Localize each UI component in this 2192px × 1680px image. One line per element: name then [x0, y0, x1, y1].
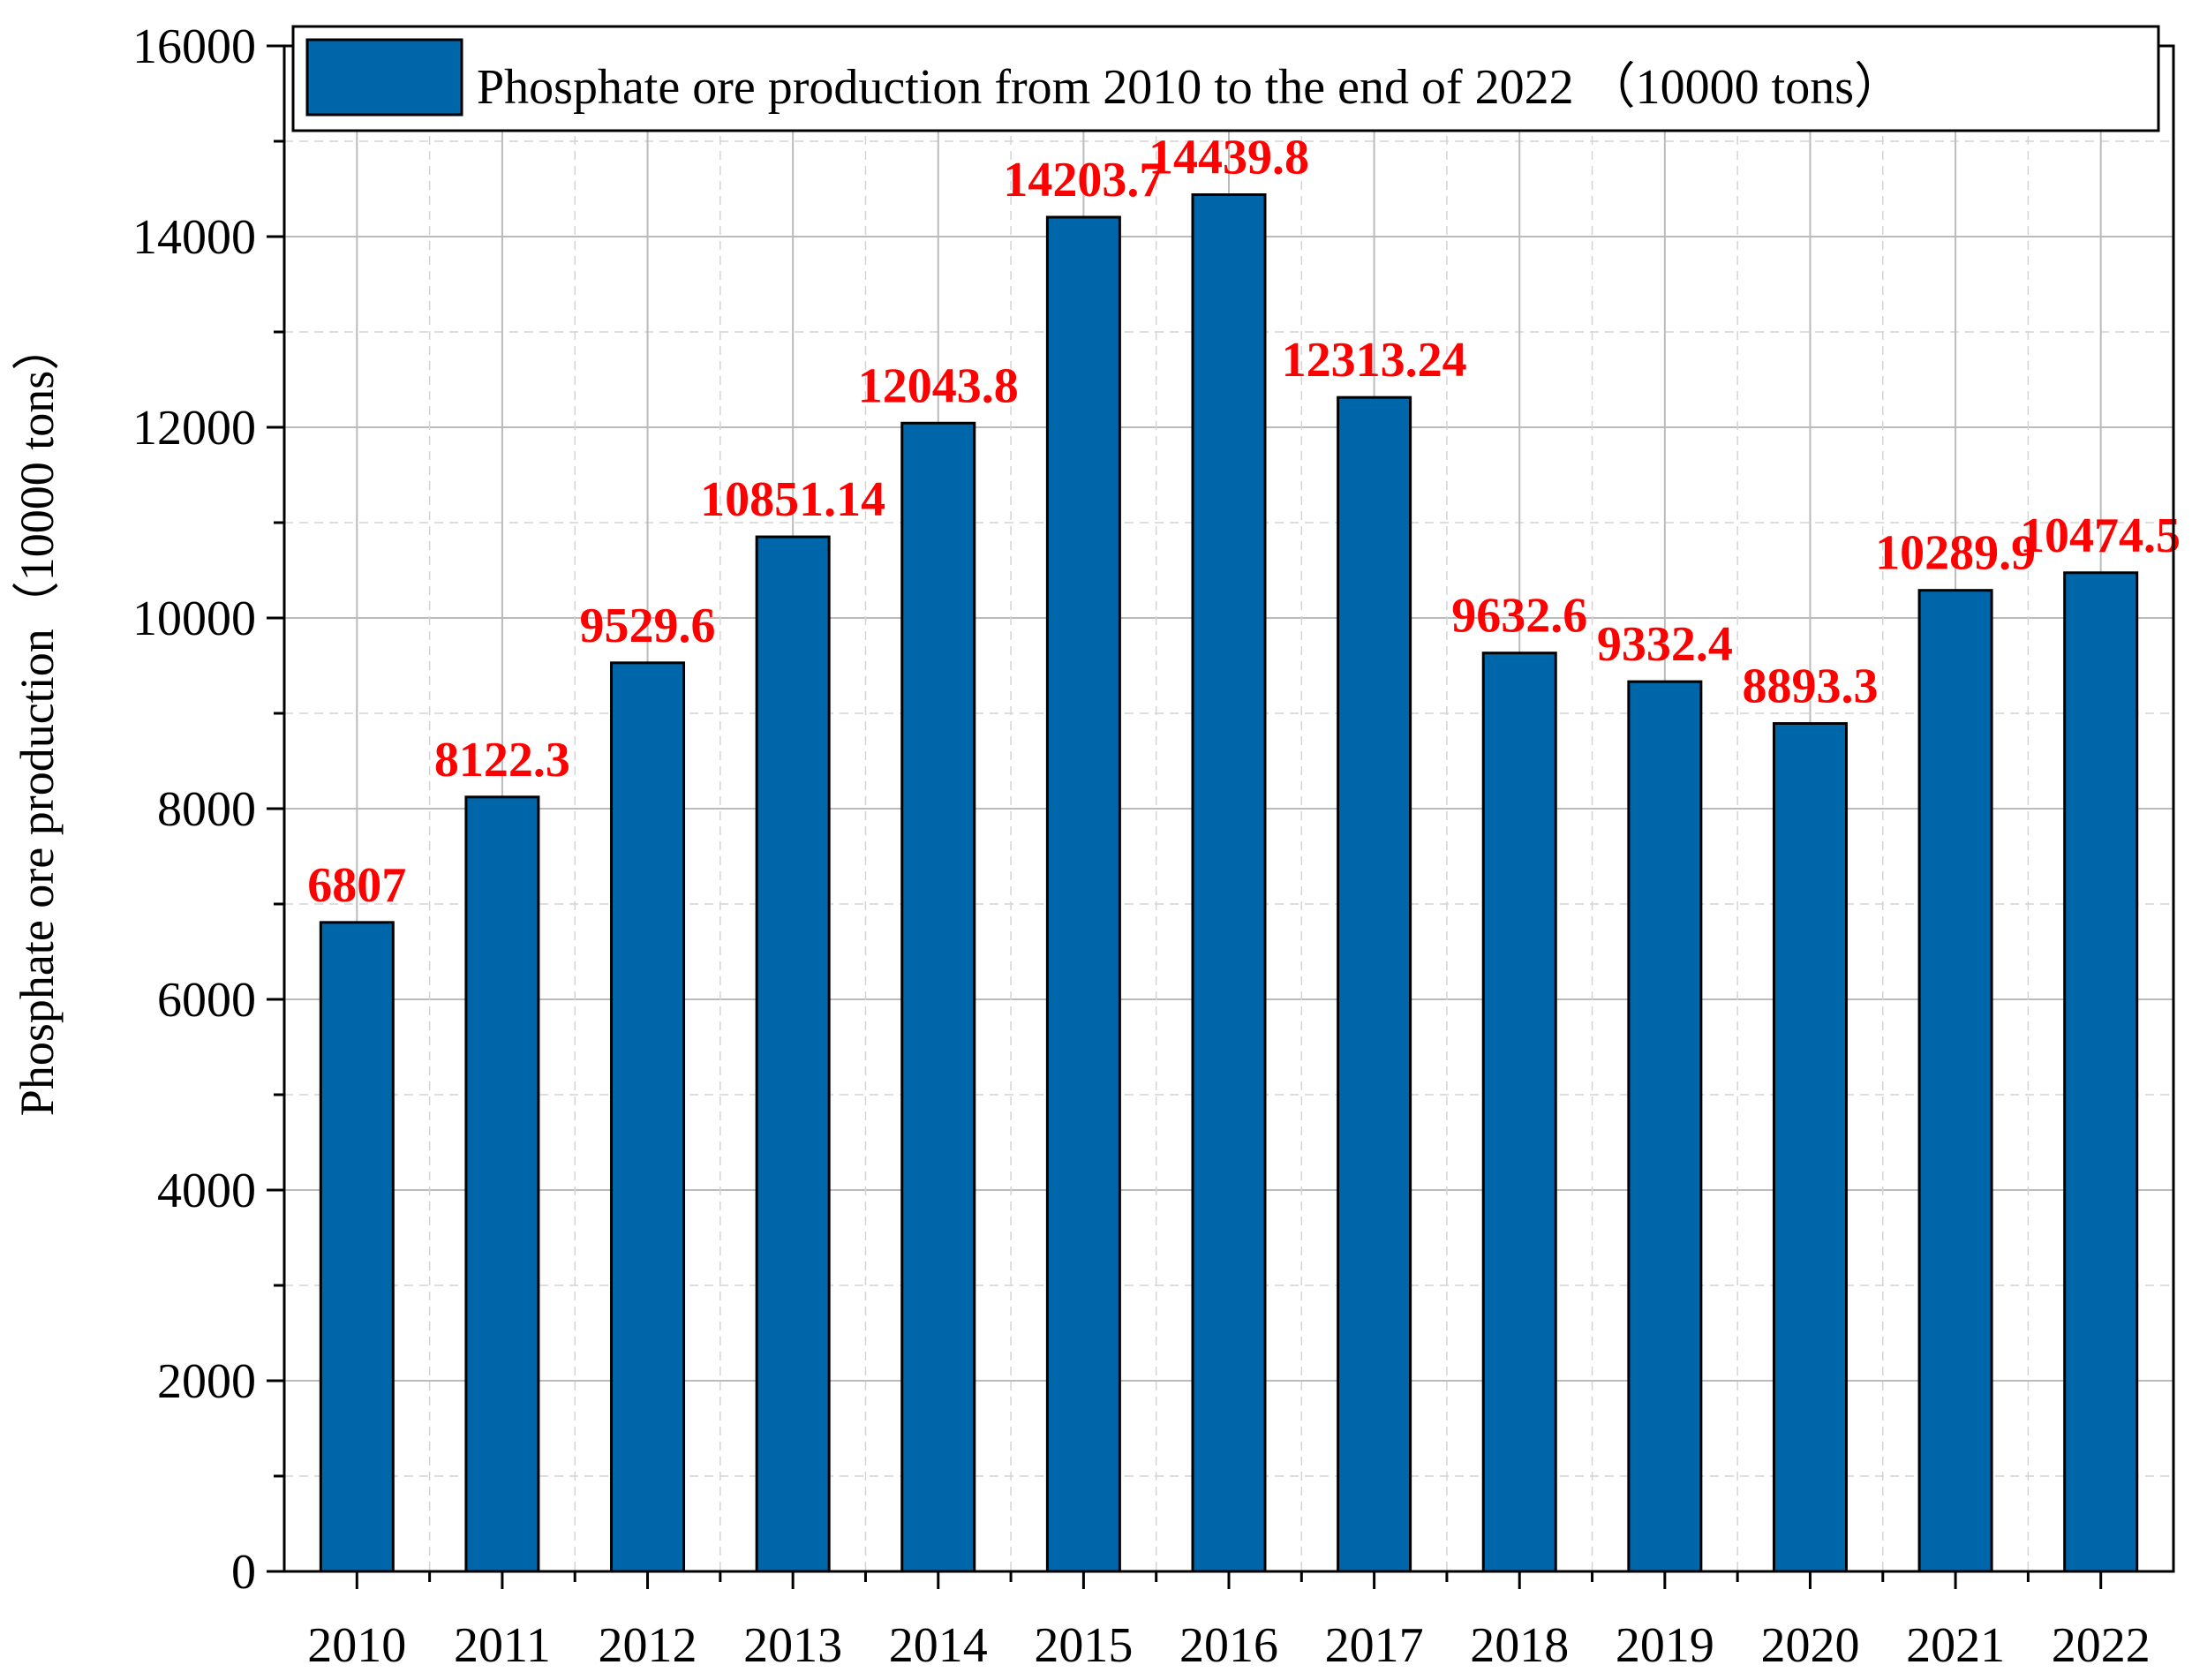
y-tick-label: 12000	[132, 401, 256, 456]
data-label-2013: 10851.14	[700, 472, 885, 527]
data-label-2021: 10289.9	[1875, 526, 2036, 581]
x-tick-label: 2015	[1034, 1618, 1133, 1673]
x-tick-label: 2012	[599, 1618, 697, 1673]
bars	[319, 193, 2139, 1573]
data-label-2020: 8893.3	[1742, 659, 1878, 714]
y-tick-label: 8000	[157, 782, 256, 837]
legend-label: Phosphate ore production from 2010 to th…	[477, 60, 1903, 115]
x-tick-label: 2011	[454, 1618, 551, 1673]
bar-2016	[1191, 193, 1267, 1573]
legend-swatch	[305, 38, 463, 117]
data-label-2019: 9332.4	[1597, 617, 1733, 672]
y-tick-label: 2000	[157, 1354, 256, 1409]
y-tick-label: 4000	[157, 1164, 256, 1218]
y-tick-label: 10000	[132, 591, 256, 646]
bar-2018	[1481, 652, 1557, 1573]
data-labels: 6807 8122.3 9529.6 10851.14 12043.8 14203.714…	[307, 131, 2181, 913]
x-tick-label: 2020	[1760, 1618, 1859, 1673]
x-tick-label: 2021	[1906, 1618, 2005, 1673]
y-tick-label: 16000	[132, 19, 256, 74]
bar-2019	[1627, 680, 1703, 1573]
bar-2022	[2063, 571, 2139, 1573]
x-tick-labels: 2010 2011 2012 2013 2014 2015 2016 2017 2018 2019…	[307, 1618, 2150, 1673]
data-label-2018: 9632.6	[1451, 589, 1587, 644]
bar-2013	[755, 535, 831, 1573]
legend: Phosphate ore production from 2010 to th…	[291, 25, 2160, 132]
data-label-2022: 10474.5	[2020, 509, 2181, 563]
bar-2017	[1337, 396, 1412, 1573]
bar-2012	[610, 661, 686, 1573]
x-tick-label: 2016	[1179, 1618, 1278, 1673]
bar-2011	[464, 795, 540, 1573]
x-tick-label: 2014	[889, 1618, 988, 1673]
bar-2015	[1045, 215, 1121, 1573]
x-tick-label: 2022	[2052, 1618, 2151, 1673]
bar-2020	[1772, 722, 1848, 1573]
y-tick-label: 6000	[157, 973, 256, 1028]
y-tick-labels: 0 2000 4000 6000 8000 10000 12000 14000 16000	[132, 19, 256, 1600]
legend-box	[291, 25, 2160, 132]
x-tick-label: 2013	[743, 1618, 842, 1673]
data-label-2015: 14203.7	[1003, 153, 1164, 207]
data-label-2014: 12043.8	[858, 358, 1019, 413]
y-tick-label: 0	[231, 1545, 256, 1600]
bar-2010	[319, 921, 395, 1573]
x-tick-label: 2019	[1616, 1618, 1714, 1673]
data-label-2011: 8122.3	[434, 733, 570, 787]
data-label-2017: 12313.24	[1282, 333, 1467, 388]
data-label-2012: 9529.6	[580, 599, 716, 653]
x-tick-label: 2018	[1470, 1618, 1569, 1673]
x-tick-label: 2010	[307, 1618, 406, 1673]
y-tick-label: 14000	[132, 210, 256, 265]
bar-2021	[1917, 589, 1993, 1573]
bar-2014	[900, 421, 976, 1573]
data-label-2010: 6807	[307, 858, 406, 913]
data-label-2016: 14439.8	[1149, 131, 1309, 185]
x-tick-label: 2017	[1325, 1618, 1424, 1673]
y-axis-title: Phosphate ore production（10000 tons）	[11, 323, 64, 1116]
